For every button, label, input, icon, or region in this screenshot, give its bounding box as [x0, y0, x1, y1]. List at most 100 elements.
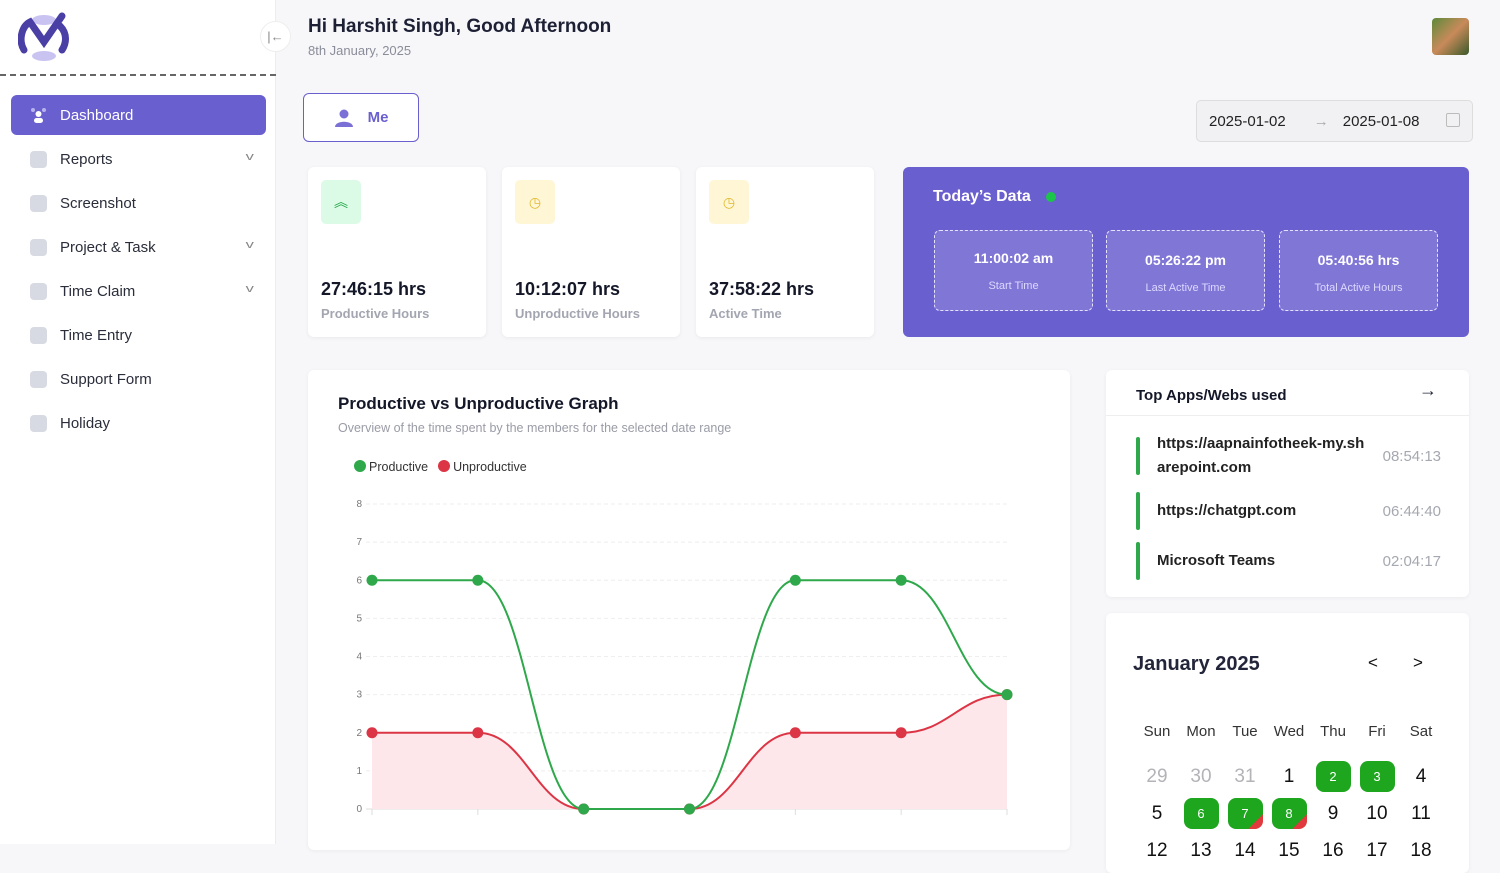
arrow-right-icon[interactable]: → — [1419, 380, 1437, 400]
calendar-day[interactable]: 16 — [1322, 839, 1344, 861]
greeting: Hi Harshit Singh, Good Afternoon — [308, 16, 612, 37]
weekday-label: Mon — [1186, 723, 1216, 740]
last-active-time-box: 05:26:22 pm Last Active Time — [1106, 230, 1265, 311]
weekday-label: Sun — [1143, 723, 1171, 740]
start-time-box: 11:00:02 am Start Time — [934, 230, 1093, 311]
weekday-label: Wed — [1273, 723, 1305, 740]
app-name: https://aapnainfotheek-my.sharepoint.com — [1157, 435, 1365, 476]
point-unproductive — [789, 727, 801, 739]
clock-icon: ◷ — [709, 180, 749, 224]
y-tick-label: 6 — [356, 575, 362, 586]
sidebar-item-label: Dashboard — [60, 106, 134, 124]
sidebar-item-project-task[interactable]: Project & Task v — [11, 227, 266, 267]
stat-card-productive-hours: ︽ 27:46:15 hrs Productive Hours — [308, 167, 486, 337]
usage-bar — [1136, 492, 1140, 530]
divider — [1106, 415, 1469, 416]
end-date-input[interactable]: 2025-01-08 — [1342, 112, 1420, 130]
dashboard-icon — [30, 107, 47, 124]
sidebar-nav: Dashboard Reports v Screenshot Project & Tas… — [11, 95, 266, 447]
live-status-dot — [1046, 192, 1056, 202]
calendar-day[interactable]: 4 — [1415, 765, 1427, 787]
pie-icon — [30, 238, 47, 256]
prev-month-button[interactable]: < — [1368, 653, 1378, 672]
me-label: Me — [367, 109, 389, 126]
app-usage-item: https://chatgpt.com 06:44:40 — [1136, 492, 1441, 530]
stat-value: 10:12:07 hrs — [515, 279, 621, 299]
last-active-time-label: Last Active Time — [1145, 282, 1226, 294]
calendar-day[interactable]: 18 — [1410, 839, 1432, 861]
chart-legend: Productive Unproductive — [354, 460, 527, 474]
double-chevron-up-icon: ︽ — [321, 180, 361, 224]
calendar-day[interactable]: 2 — [1311, 758, 1355, 795]
point-productive — [684, 803, 695, 815]
calendar-day[interactable]: 17 — [1366, 839, 1388, 861]
arrow-right-icon: → — [1313, 112, 1329, 130]
support-24-icon — [30, 370, 47, 388]
app-time: 08:54:13 — [1382, 447, 1441, 465]
image-icon — [30, 194, 47, 212]
point-productive — [1001, 689, 1013, 701]
calendar-month-title: January 2025 — [1133, 653, 1260, 675]
me-filter-button[interactable]: Me — [303, 93, 419, 142]
holiday-icon — [30, 414, 47, 432]
calendar-day[interactable]: 29 — [1146, 765, 1168, 787]
calendar-day[interactable]: 3 — [1355, 758, 1399, 795]
sidebar-item-holiday[interactable]: Holiday — [11, 403, 266, 443]
calendar-day[interactable]: 14 — [1234, 839, 1256, 861]
sidebar-item-time-entry[interactable]: Time Entry — [11, 315, 266, 355]
stat-card-active-time: ◷ 37:58:22 hrs Active Time — [696, 167, 874, 337]
todays-data-title: Today’s Data — [933, 188, 1031, 205]
calendar-day[interactable]: 11 — [1411, 802, 1431, 824]
calendar-day[interactable]: 10 — [1366, 802, 1388, 824]
reports-icon — [30, 150, 47, 168]
sidebar-item-time-claim[interactable]: Time Claim v — [11, 271, 266, 311]
y-tick-label: 5 — [356, 613, 362, 624]
sidebar-item-label: Holiday — [60, 414, 111, 432]
sidebar-item-support-form[interactable]: Support Form — [11, 359, 266, 399]
date-range-picker[interactable]: 2025-01-02 → 2025-01-08 — [1196, 100, 1473, 142]
y-tick-label: 4 — [356, 652, 362, 663]
stat-label: Active Time — [709, 306, 782, 321]
stat-label: Productive Hours — [321, 306, 430, 321]
sidebar-item-reports[interactable]: Reports v — [11, 139, 266, 179]
productivity-graph-card: 0 1 2 3 4 5 6 7 8 Productive vs Unproductive Gra… — [308, 370, 1070, 850]
todays-data-panel: Today’s Data 11:00:02 am Start Time 05:26… — [903, 167, 1469, 337]
weekday-label: Fri — [1368, 723, 1386, 740]
area-unproductive — [372, 694, 1007, 809]
calendar-day[interactable]: 5 — [1151, 802, 1163, 824]
sidebar-item-label: Time Entry — [60, 326, 132, 344]
calendar-day[interactable]: 13 — [1190, 839, 1212, 861]
calendar-day[interactable]: 15 — [1278, 839, 1300, 861]
calendar-day[interactable]: 30 — [1190, 765, 1212, 787]
calendar-day[interactable]: 1 — [1283, 765, 1295, 787]
calendar-day[interactable]: 8 — [1267, 795, 1311, 832]
top-apps-title: Top Apps/Webs used — [1136, 387, 1287, 404]
graph-title: Productive vs Unproductive Graph — [338, 394, 619, 413]
weekday-label: Sat — [1409, 723, 1433, 740]
sidebar-item-label: Reports — [60, 150, 113, 168]
point-unproductive — [472, 727, 484, 739]
start-date-input[interactable]: 2025-01-02 — [1209, 112, 1286, 130]
calendar-day[interactable]: 7 — [1223, 795, 1267, 832]
point-productive — [895, 574, 907, 586]
user-icon — [334, 109, 353, 127]
calendar-card: January 2025 < > Sun Mon Tue Wed Thu Fri Sat 29… — [1106, 613, 1469, 873]
sidebar-item-screenshot[interactable]: Screenshot — [11, 183, 266, 223]
calendar-day[interactable]: 12 — [1146, 839, 1168, 861]
legend-unproductive[interactable]: Unproductive — [438, 460, 527, 474]
point-productive — [366, 574, 378, 586]
calendar-day[interactable]: 9 — [1327, 802, 1339, 824]
line-chart: 0 1 2 3 4 5 6 7 8 — [356, 499, 1013, 815]
calendar-day[interactable]: 31 — [1234, 765, 1256, 787]
app-usage-item: https://aapnainfotheek-my.sharepoint.com… — [1136, 432, 1441, 480]
legend-productive[interactable]: Productive — [354, 460, 428, 474]
calendar-day[interactable]: 6 — [1179, 795, 1223, 832]
y-tick-label: 3 — [356, 690, 362, 701]
sidebar-item-dashboard[interactable]: Dashboard — [11, 95, 266, 135]
collapse-sidebar-button[interactable]: |← — [260, 21, 291, 52]
calendar-icon — [1446, 113, 1460, 127]
point-productive — [789, 574, 801, 586]
next-month-button[interactable]: > — [1413, 653, 1423, 672]
avatar[interactable] — [1432, 18, 1469, 55]
stat-value: 37:58:22 hrs — [709, 279, 815, 299]
